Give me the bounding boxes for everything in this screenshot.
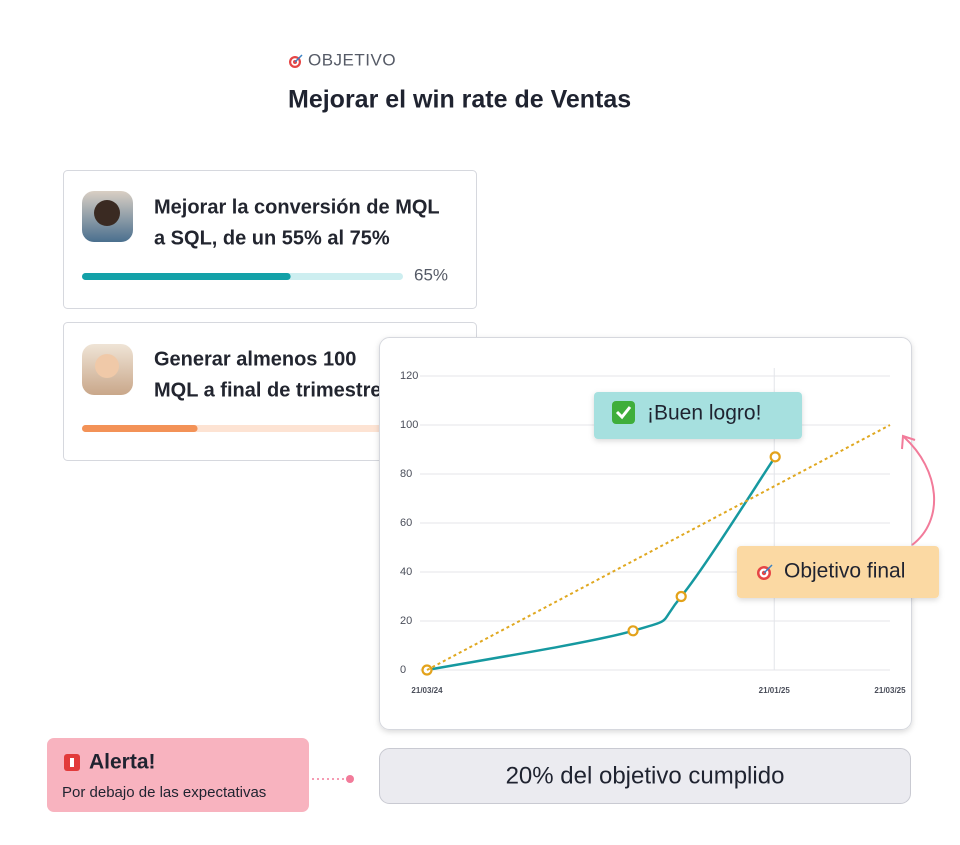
target-icon [757, 564, 773, 580]
eyebrow: OBJETIVO [308, 50, 396, 69]
avatar-face [95, 354, 119, 378]
cards: Mejorar la conversión de MQL a SQL, de un… [63, 170, 477, 461]
arrow-head [901, 434, 916, 450]
progress-label: 65% [414, 265, 448, 284]
target-icon [289, 54, 303, 68]
alert-title: Alerta! [89, 751, 156, 774]
y-tick-label: 120 [400, 370, 418, 382]
siren-light [70, 758, 74, 767]
check-mark [615, 406, 632, 420]
arrow [903, 436, 935, 546]
summary-text: 20% del objetivo cumplido [506, 762, 785, 789]
badge-text: ¡Buen logro! [647, 402, 761, 425]
y-tick-label: 40 [400, 566, 412, 578]
chart: 0 20 40 60 80 100 120 21/03/24 21/01/25 21/03/25 [400, 368, 906, 695]
summary-box [379, 748, 911, 804]
badge-text: Objetivo final [784, 560, 905, 583]
progress-bar [82, 425, 198, 432]
x-tick-label: 21/01/25 [759, 686, 791, 695]
y-tick-label: 60 [400, 517, 412, 529]
point [627, 625, 639, 637]
y-tick-label: 20 [400, 615, 412, 627]
goal-badge [737, 546, 939, 598]
alert-text: Por debajo de las expectativas [62, 784, 266, 801]
point [675, 590, 687, 603]
badge-bg [594, 392, 802, 439]
card-text: MQL a final de trimestre [154, 379, 381, 401]
good-badge [594, 392, 802, 439]
check-icon [612, 401, 635, 424]
card-text: a SQL, de un 55% al 75% [154, 227, 390, 249]
title: Mejorar el win rate de Ventas [288, 86, 631, 114]
x-tick-label: 21/03/24 [411, 686, 443, 695]
progress-bar [82, 273, 291, 280]
point [769, 451, 781, 463]
card-text: Generar almenos 100 [154, 348, 356, 370]
y-tick-label: 100 [400, 419, 418, 431]
card-text: Mejorar la conversión de MQL [154, 196, 440, 218]
x-tick-label: 21/03/25 [874, 686, 906, 695]
line [426, 456, 777, 672]
avatar-face [94, 200, 120, 226]
badge-bg [737, 546, 939, 598]
connector-dot [346, 775, 354, 783]
y-tick-label: 80 [400, 468, 412, 480]
y-tick-label: 0 [400, 664, 406, 676]
alert-box [47, 738, 309, 812]
